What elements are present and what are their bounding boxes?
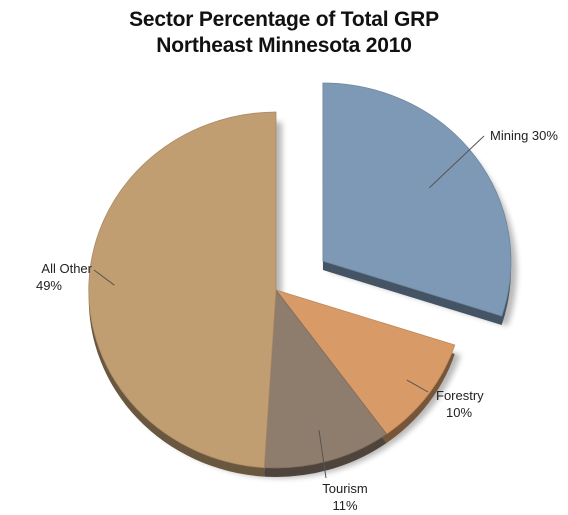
slice-label-tourism: Tourism 11% <box>322 481 368 513</box>
chart-subtitle: Northeast Minnesota 2010 <box>156 34 412 57</box>
slice-name-forestry: Forestry <box>436 388 484 403</box>
leader-line-all-other <box>93 269 115 286</box>
slice-all-other <box>88 111 277 469</box>
chart-title: Sector Percentage of Total GRP <box>129 8 439 31</box>
slice-value-forestry: 10% <box>446 405 472 420</box>
slice-name-tourism: Tourism <box>322 481 368 496</box>
slice-value-tourism: 11% <box>332 498 357 513</box>
slice-tourism <box>263 288 388 469</box>
slice-label-mining: Mining 30% <box>490 128 558 143</box>
leader-line-mining <box>429 135 485 189</box>
slice-label-all-other: All Other 49% <box>36 261 93 293</box>
slice-value-all-other: 49% <box>36 278 62 293</box>
leader-line-tourism <box>318 430 327 479</box>
slice-mining <box>322 82 512 317</box>
leader-line-forestry <box>406 379 429 393</box>
slice-label-forestry: Forestry 10% <box>436 388 484 420</box>
slice-forestry <box>274 289 456 435</box>
slice-name-all-other: All Other <box>41 261 92 276</box>
